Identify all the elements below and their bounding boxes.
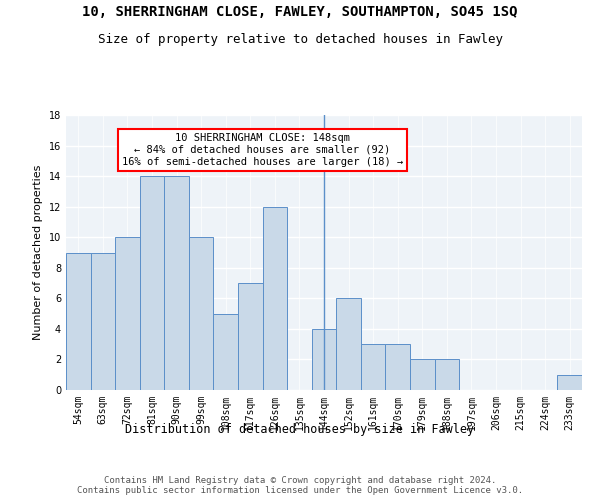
Bar — [66, 252, 91, 390]
Bar — [115, 237, 140, 390]
Text: 10, SHERRINGHAM CLOSE, FAWLEY, SOUTHAMPTON, SO45 1SQ: 10, SHERRINGHAM CLOSE, FAWLEY, SOUTHAMPT… — [82, 5, 518, 19]
Bar — [361, 344, 385, 390]
Bar — [214, 314, 238, 390]
Bar — [312, 329, 336, 390]
Bar — [410, 360, 434, 390]
Text: Contains HM Land Registry data © Crown copyright and database right 2024.
Contai: Contains HM Land Registry data © Crown c… — [77, 476, 523, 495]
Text: Size of property relative to detached houses in Fawley: Size of property relative to detached ho… — [97, 32, 503, 46]
Bar — [557, 374, 582, 390]
Text: 10 SHERRINGHAM CLOSE: 148sqm
← 84% of detached houses are smaller (92)
16% of se: 10 SHERRINGHAM CLOSE: 148sqm ← 84% of de… — [122, 134, 403, 166]
Bar — [434, 360, 459, 390]
Bar — [91, 252, 115, 390]
Bar — [164, 176, 189, 390]
Text: Distribution of detached houses by size in Fawley: Distribution of detached houses by size … — [125, 422, 475, 436]
Bar — [238, 283, 263, 390]
Bar — [189, 237, 214, 390]
Bar — [263, 206, 287, 390]
Bar — [385, 344, 410, 390]
Bar — [140, 176, 164, 390]
Y-axis label: Number of detached properties: Number of detached properties — [33, 165, 43, 340]
Bar — [336, 298, 361, 390]
